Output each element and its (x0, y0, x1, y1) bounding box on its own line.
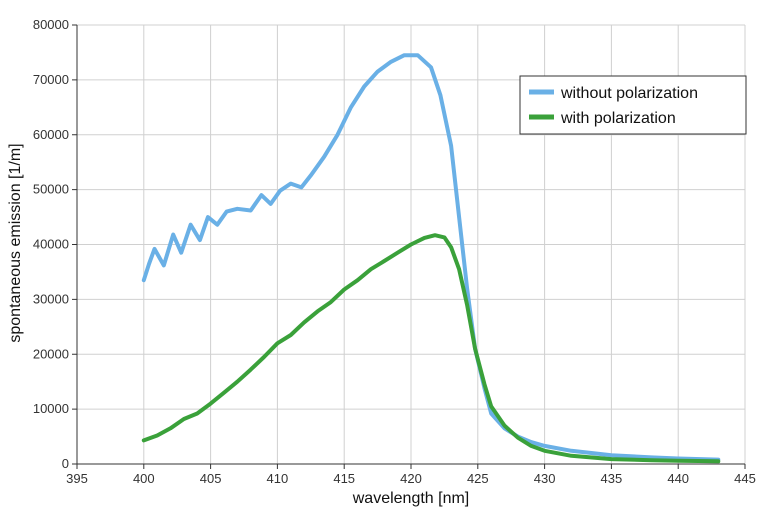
series-group (141, 53, 721, 464)
x-tick-label: 400 (133, 471, 155, 486)
x-tick-label: 425 (467, 471, 489, 486)
legend: without polarization with polarization (519, 75, 747, 135)
legend-label-without-polarization: without polarization (560, 85, 698, 102)
y-tick-label: 20000 (33, 346, 69, 361)
x-tick-label: 415 (333, 471, 355, 486)
tick-labels: 395 400 405 410 415 420 425 430 435 440 445 0 10000 2… (33, 17, 756, 486)
y-tick-label: 30000 (33, 291, 69, 306)
x-tick-label: 430 (534, 471, 556, 486)
x-axis-label: wavelength [nm] (352, 490, 470, 507)
x-tick-label: 440 (667, 471, 689, 486)
x-tick-label: 410 (267, 471, 289, 486)
y-tick-label: 50000 (33, 182, 69, 197)
x-tick-label: 405 (200, 471, 222, 486)
axes (72, 24, 746, 469)
x-tick-label: 445 (734, 471, 756, 486)
y-axis-label: spontaneous emission [1/m] (7, 143, 24, 342)
series-line-with-polarization (141, 233, 721, 464)
y-tick-label: 10000 (33, 401, 69, 416)
y-tick-label: 80000 (33, 17, 69, 32)
x-tick-label: 435 (601, 471, 623, 486)
y-tick-label: 0 (62, 456, 69, 471)
x-tick-label: 420 (400, 471, 422, 486)
legend-box (519, 75, 747, 135)
y-tick-label: 70000 (33, 72, 69, 87)
y-tick-label: 60000 (33, 127, 69, 142)
legend-label-with-polarization: with polarization (560, 110, 676, 127)
x-tick-label: 395 (66, 471, 88, 486)
y-tick-label: 40000 (33, 237, 69, 252)
